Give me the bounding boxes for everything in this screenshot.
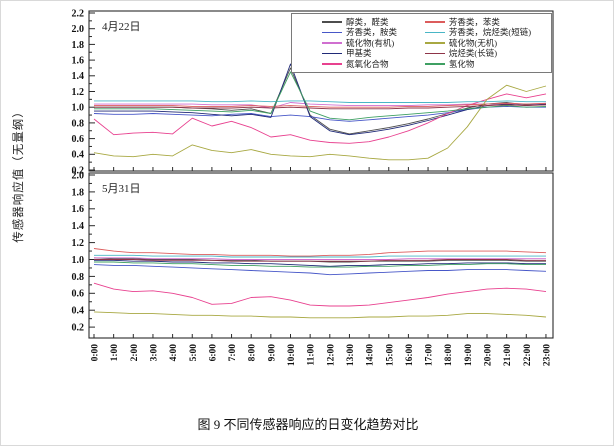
legend-label: 芳香类，胺类 — [346, 27, 398, 38]
series-line-may31 — [93, 311, 547, 319]
legend-item: 硫化物(无机) — [424, 37, 549, 48]
x-tick-label: 19:00 — [464, 344, 474, 366]
x-tick-label: 1:00 — [110, 344, 120, 362]
y-axis-label: 传感器响应值（无量纲） — [13, 105, 25, 243]
x-tick-label: 2:00 — [130, 344, 140, 362]
legend: 醇类，醛类 芳香类，胺类 硫化物(有机) 甲基类 氮氧化合物 芳香类，苯类 芳香类，烷烃类(… — [291, 13, 552, 73]
x-tick-label: 10:00 — [287, 344, 297, 366]
legend-item: 氢化物 — [424, 58, 549, 69]
x-tick-label: 15:00 — [385, 344, 395, 366]
x-tick-label: 5:00 — [189, 344, 199, 362]
y-tick-label: 0.2 — [72, 323, 85, 334]
subplot-title-may31: 5月31日 — [102, 183, 141, 195]
legend-label: 芳香类，苯类 — [448, 16, 500, 27]
series-line-apr22 — [94, 63, 547, 136]
x-tick-label: 22:00 — [523, 344, 533, 366]
legend-label: 硫化物(有机) — [346, 37, 395, 48]
legend-line-swatch — [424, 31, 445, 34]
legend-line-swatch — [322, 42, 342, 44]
x-tick-label: 23:00 — [542, 344, 552, 366]
legend-label: 醇类，醛类 — [346, 16, 389, 27]
y-tick-label: 1.8 — [72, 187, 85, 198]
y-tick-label: 1.0 — [72, 255, 85, 266]
series-line-may31 — [94, 259, 546, 262]
y-tick-label: 0.6 — [72, 289, 85, 300]
y-tick-label: 1.6 — [72, 204, 85, 215]
legend-label: 氮氧化合物 — [346, 58, 389, 69]
x-tick-label: 18:00 — [444, 344, 454, 366]
plot-frame — [88, 172, 554, 339]
series-line-may31 — [93, 282, 547, 307]
x-tick-label: 13:00 — [346, 344, 356, 366]
series-line-may31 — [93, 264, 547, 276]
y-tick-label: 1.2 — [72, 87, 85, 98]
legend-line-swatch — [424, 52, 445, 55]
x-tick-label: 7:00 — [228, 344, 238, 362]
legend-line-swatch — [322, 52, 342, 55]
y-tick-label: 1.6 — [72, 56, 85, 67]
legend-label: 氢化物 — [448, 58, 475, 69]
y-tick-label: 1.4 — [72, 221, 85, 232]
y-tick-label: 2.0 — [72, 170, 85, 181]
series-line-apr22 — [94, 100, 546, 103]
y-tick-label: 0.8 — [72, 272, 85, 283]
series-line-apr22 — [94, 104, 547, 110]
figure-caption: 图 9 不同传感器响应的日变化趋势对比 — [197, 417, 419, 432]
series-line-may31 — [93, 248, 547, 257]
y-tick-label: 0.2 — [72, 165, 85, 176]
y-tick-label: 1.2 — [72, 238, 85, 249]
subplot-title-apr22: 4月22日 — [102, 21, 141, 33]
legend-label: 烷烃类(长链) — [448, 48, 498, 59]
y-tick-label: 0.4 — [72, 306, 85, 317]
legend-line-swatch — [424, 63, 445, 65]
x-tick-label: 17:00 — [425, 344, 435, 366]
y-tick-label: 2.2 — [72, 8, 85, 19]
legend-item: 醇类，醛类 — [322, 17, 415, 27]
y-tick-label: 2.0 — [72, 24, 85, 35]
series-line-apr22 — [94, 102, 547, 108]
legend-label: 硫化物(无机) — [448, 37, 498, 48]
x-tick-label: 16:00 — [405, 344, 415, 366]
series-line-may31 — [94, 259, 546, 267]
legend-line-swatch — [424, 42, 445, 44]
legend-label: 甲基类 — [346, 48, 372, 59]
series-line-may31 — [94, 257, 546, 260]
y-tick-label: 1.4 — [72, 71, 85, 82]
y-tick-label: 0.8 — [72, 118, 85, 129]
y-tick-label: 1.0 — [72, 103, 85, 114]
series-line-apr22 — [94, 71, 547, 121]
series-line-may31 — [94, 254, 546, 258]
legend-item: 芳香类，胺类 — [322, 27, 415, 37]
x-tick-label: 11:00 — [307, 344, 317, 366]
legend-item: 烷烃类(长链) — [424, 48, 549, 59]
y-tick-label: 1.8 — [72, 40, 85, 51]
x-tick-label: 8:00 — [248, 344, 258, 362]
x-tick-label: 9:00 — [267, 344, 277, 362]
legend-line-swatch — [322, 31, 342, 34]
legend-item: 甲基类 — [322, 48, 415, 58]
legend-item: 芳香类，苯类 — [424, 16, 549, 27]
x-tick-label: 3:00 — [149, 344, 159, 362]
y-tick-label: 0.6 — [72, 134, 85, 145]
legend-item: 氮氧化合物 — [322, 59, 415, 69]
x-tick-label: 14:00 — [366, 344, 376, 366]
x-tick-label: 21:00 — [503, 344, 513, 366]
series-line-may31 — [94, 261, 546, 268]
legend-line-swatch — [322, 63, 342, 65]
legend-line-swatch — [424, 21, 445, 23]
x-tick-label: 0:00 — [91, 344, 101, 362]
x-tick-label: 20:00 — [484, 344, 494, 366]
series-line-apr22 — [93, 84, 547, 161]
legend-label: 芳香类，烷烃类(短链) — [448, 27, 532, 38]
legend-item: 芳香类，烷烃类(短链) — [424, 27, 549, 38]
x-tick-label: 6:00 — [208, 344, 218, 362]
y-tick-label: 0.4 — [72, 150, 85, 161]
legend-item: 硫化物(有机) — [322, 38, 415, 48]
x-tick-label: 12:00 — [326, 344, 336, 366]
x-tick-label: 4:00 — [169, 344, 179, 362]
legend-line-swatch — [322, 21, 342, 23]
